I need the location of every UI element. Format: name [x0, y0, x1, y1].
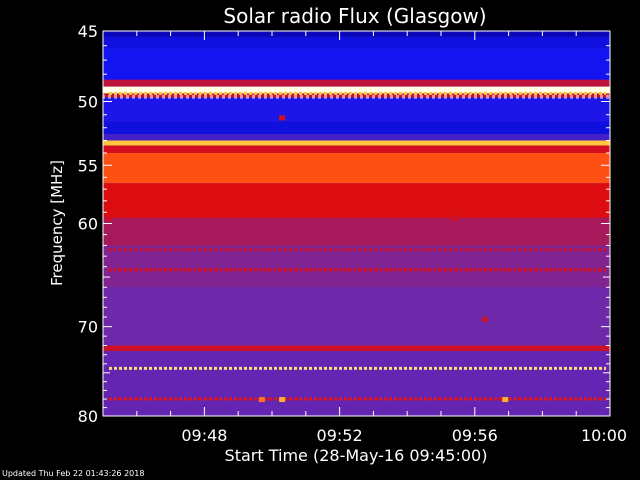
- y-axis-label: Frequency [MHz]: [48, 160, 66, 286]
- frequency-band-10: [103, 145, 610, 153]
- y-tick-label: 45: [78, 22, 98, 41]
- frequency-band-4: [103, 86, 610, 94]
- emission-spot-1: [106, 215, 113, 221]
- frequency-band-2: [103, 48, 610, 80]
- x-tick-label: 10:00: [581, 426, 627, 445]
- x-tick-label: 09:52: [317, 426, 363, 445]
- frequency-band-6: [103, 97, 610, 122]
- frequency-band-15: [103, 287, 610, 346]
- y-tick-label: 55: [78, 156, 98, 175]
- chart-title: Solar radio Flux (Glasgow): [223, 4, 486, 28]
- comb-marks: [103, 94, 610, 99]
- frequency-band-16: [103, 345, 610, 352]
- frequency-band-12: [103, 183, 610, 218]
- axis-ticks: 45 50 55 60 70 80 09:48 09:52 09:56 10:00: [78, 22, 627, 445]
- plot-area: [103, 31, 610, 416]
- emission-spot-2: [451, 215, 458, 221]
- frequency-band-7: [103, 121, 610, 135]
- frequency-band-3: [103, 79, 610, 87]
- frequency-band-1: [103, 36, 610, 49]
- frequency-band-8: [103, 134, 610, 141]
- emission-spot-5: [279, 397, 286, 403]
- x-axis-label: Start Time (28-May-16 09:45:00): [225, 446, 488, 465]
- y-tick-label: 80: [78, 407, 98, 426]
- y-tick-label: 60: [78, 215, 98, 234]
- frequency-band-13: [103, 217, 610, 246]
- emission-spot-0: [279, 115, 286, 121]
- frequency-band-0: [103, 31, 610, 37]
- x-tick-label: 09:48: [181, 426, 227, 445]
- emission-spot-4: [258, 397, 265, 403]
- frequency-band-11: [103, 152, 610, 184]
- y-tick-label: 50: [78, 93, 98, 112]
- emission-spot-6: [502, 397, 509, 403]
- frequency-band-17: [103, 351, 610, 416]
- x-tick-label: 09:56: [452, 426, 498, 445]
- frequency-band-14: [103, 245, 610, 288]
- emission-spot-3: [481, 316, 488, 322]
- y-tick-label: 70: [78, 318, 98, 337]
- updated-timestamp: Updated Thu Feb 22 01:43:26 2018: [2, 469, 145, 478]
- frequency-band-9: [103, 140, 610, 146]
